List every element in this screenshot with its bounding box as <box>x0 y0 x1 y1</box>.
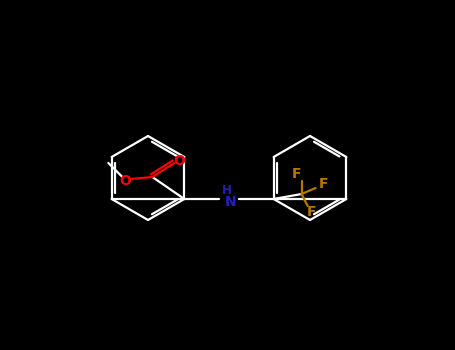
Text: O: O <box>173 154 185 168</box>
Text: O: O <box>119 174 131 188</box>
Text: F: F <box>319 177 329 191</box>
Text: F: F <box>292 167 301 181</box>
Text: N: N <box>225 195 237 209</box>
Text: H: H <box>222 184 232 197</box>
Text: F: F <box>307 205 316 219</box>
